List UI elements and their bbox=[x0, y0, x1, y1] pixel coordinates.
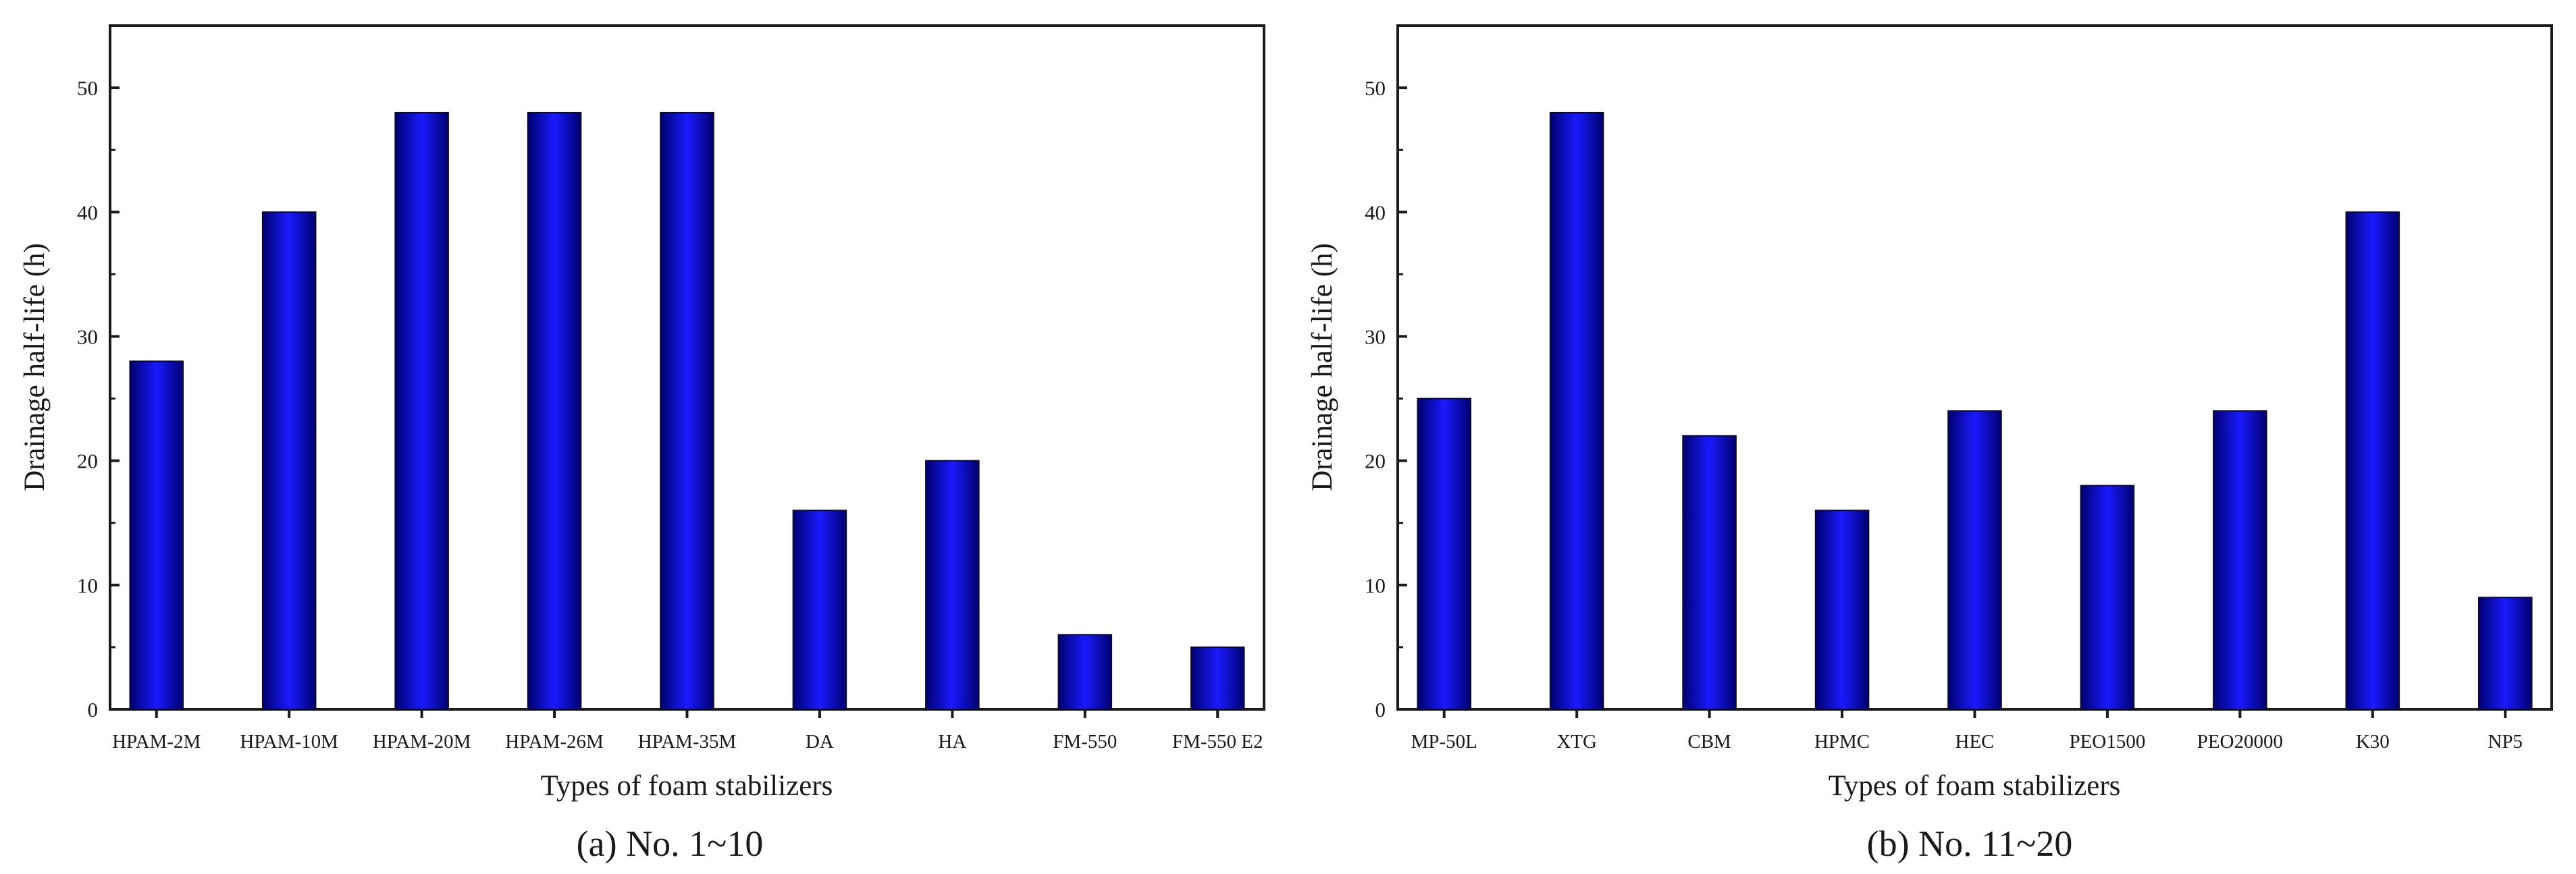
x-tick-label: FM-550 E2 bbox=[1172, 731, 1263, 753]
y-tick-label: 0 bbox=[1375, 698, 1386, 721]
x-axis-label: Types of foam stabilizers bbox=[541, 770, 833, 802]
bar-hpam-26m bbox=[527, 111, 582, 711]
bar-hpam-20m bbox=[394, 111, 449, 711]
x-tick-label: HPAM-10M bbox=[240, 731, 338, 753]
y-tick-label: 0 bbox=[88, 698, 99, 721]
x-axis-label: Types of foam stabilizers bbox=[1829, 770, 2121, 802]
bar-peo1500 bbox=[2080, 485, 2135, 710]
y-tick-label: 30 bbox=[1365, 325, 1386, 348]
bar-hpam-2m bbox=[129, 360, 184, 710]
bar-hpam-10m bbox=[261, 211, 317, 711]
x-axis: HPAM-2M HPAM-10M HPAM-20M HPAM-26M HPAM-35M D… bbox=[112, 709, 1263, 753]
y-tick-label: 50 bbox=[77, 76, 98, 100]
panel-caption: (a) No. 1~10 bbox=[577, 823, 764, 864]
bar-hpmc bbox=[1814, 510, 1870, 710]
bar-group bbox=[1417, 111, 2533, 711]
bar-peo20000 bbox=[2213, 410, 2267, 710]
x-tick-label: K30 bbox=[2356, 731, 2390, 753]
chart-panel-b: 0 10 20 30 40 50 MP-50L XTG CBM HPMC HEC PEO1500 PE… bbox=[1307, 24, 2553, 864]
y-tick-label: 20 bbox=[1365, 449, 1386, 473]
y-tick-label: 40 bbox=[1365, 200, 1386, 224]
bar-xtg bbox=[1549, 111, 1604, 711]
x-tick-label: PEO20000 bbox=[2197, 731, 2283, 753]
bar-group bbox=[129, 111, 1245, 711]
x-tick-label: HPAM-26M bbox=[505, 731, 604, 753]
bar-da bbox=[792, 510, 847, 710]
x-tick-label: NP5 bbox=[2488, 731, 2523, 753]
x-tick-label: CBM bbox=[1687, 731, 1731, 753]
bar-mp-50l bbox=[1417, 398, 1472, 711]
y-tick-label: 10 bbox=[77, 574, 98, 597]
x-tick-label: MP-50L bbox=[1411, 731, 1477, 753]
x-tick-label: XTG bbox=[1556, 731, 1597, 753]
y-tick-label: 20 bbox=[77, 449, 98, 473]
bar-hpam-35m bbox=[660, 111, 714, 711]
x-tick-label: HPAM-20M bbox=[373, 731, 471, 753]
y-tick-label: 50 bbox=[1365, 76, 1386, 100]
y-axis-label: Drainage half-life (h) bbox=[1307, 243, 1338, 491]
x-tick-label: PEO1500 bbox=[2070, 731, 2146, 753]
bar-k30 bbox=[2345, 211, 2400, 711]
x-tick-label: HPAM-35M bbox=[638, 731, 737, 753]
y-axis: 0 10 20 30 40 50 bbox=[1365, 24, 1407, 721]
bar-fm-550-e2 bbox=[1190, 646, 1245, 711]
bar-np5 bbox=[2477, 597, 2533, 711]
x-tick-label: DA bbox=[806, 731, 834, 753]
bar-ha bbox=[925, 460, 980, 710]
y-tick-label: 30 bbox=[77, 325, 98, 348]
y-axis-label: Drainage half-life (h) bbox=[19, 243, 51, 491]
bar-cbm bbox=[1682, 435, 1737, 710]
x-tick-label: HPAM-2M bbox=[112, 731, 201, 753]
y-axis: 0 10 20 30 40 50 bbox=[77, 24, 120, 721]
x-tick-label: HPMC bbox=[1814, 731, 1870, 753]
x-tick-label: HA bbox=[938, 731, 966, 753]
bar-hec bbox=[1947, 410, 2002, 710]
bar-fm-550 bbox=[1057, 634, 1113, 710]
x-tick-label: HEC bbox=[1955, 731, 1995, 753]
y-tick-label: 40 bbox=[77, 200, 98, 224]
panel-caption: (b) No. 11~20 bbox=[1867, 823, 2073, 864]
x-tick-label: FM-550 bbox=[1053, 731, 1117, 753]
x-axis: MP-50L XTG CBM HPMC HEC PEO1500 PEO20000 K30 NP5 bbox=[1411, 709, 2523, 753]
y-tick-label: 10 bbox=[1365, 574, 1386, 597]
